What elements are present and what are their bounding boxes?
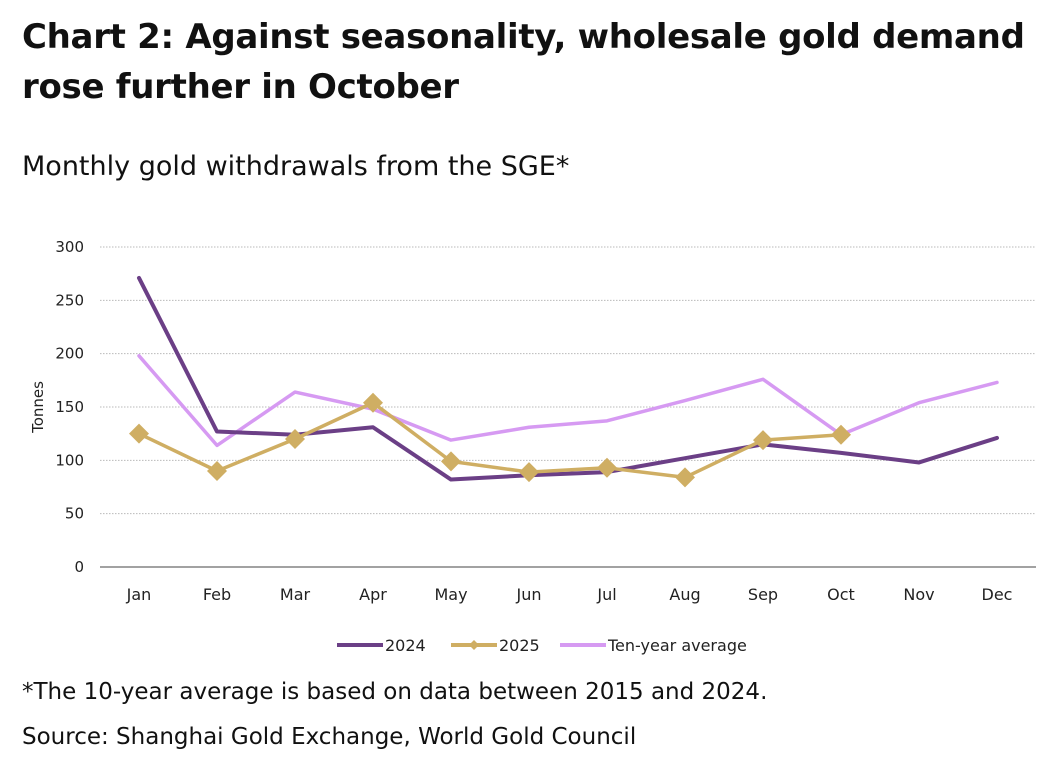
series-ten-year-average — [137, 354, 999, 448]
x-tick-label: May — [434, 585, 467, 604]
series-line — [137, 400, 843, 480]
legend-item: 2025 — [451, 636, 540, 655]
series-line — [137, 275, 999, 482]
data-point-marker — [129, 423, 149, 444]
x-tick-label: Aug — [669, 585, 700, 604]
y-tick-label: 0 — [74, 558, 84, 576]
gridlines — [100, 246, 1036, 515]
x-tick-label: Jan — [126, 585, 152, 604]
legend-label: 2025 — [499, 636, 540, 655]
y-tick-label: 150 — [55, 398, 84, 416]
y-axis: 0 50 100 150 200 250 300 Tonnes — [29, 238, 84, 576]
x-tick-label: Dec — [982, 585, 1013, 604]
x-tick-label: Mar — [280, 585, 311, 604]
data-point-marker — [363, 392, 383, 413]
source-note: Source: Shanghai Gold Exchange, World Go… — [22, 724, 637, 750]
chart-title: Chart 2: Against seasonality, wholesale … — [22, 17, 1025, 107]
y-tick-label: 100 — [55, 451, 84, 469]
data-point-marker — [753, 430, 773, 451]
legend-item: 2024 — [337, 636, 426, 655]
y-axis-title: Tonnes — [29, 381, 47, 434]
x-tick-label: Jul — [596, 585, 616, 604]
series-2025 — [129, 392, 851, 488]
x-tick-label: Nov — [903, 585, 934, 604]
data-point-marker — [597, 457, 617, 478]
y-tick-label: 250 — [55, 291, 84, 309]
data-point-marker — [285, 429, 305, 449]
footnote: *The 10-year average is based on data be… — [22, 679, 768, 705]
data-point-marker — [519, 462, 539, 483]
x-tick-label: Oct — [827, 585, 855, 604]
x-axis: Jan Feb Mar Apr May Jun Jul Aug Sep Oct Nov Dec — [100, 566, 1036, 604]
series-line — [137, 354, 999, 448]
x-tick-label: Jun — [516, 585, 542, 604]
series-2024 — [137, 275, 999, 482]
legend-label: Ten-year average — [607, 636, 747, 655]
x-tick-label: Sep — [748, 585, 778, 604]
series-lines — [129, 275, 999, 488]
chart-subtitle: Monthly gold withdrawals from the SGE* — [22, 151, 570, 182]
data-point-marker — [675, 467, 695, 488]
legend-label: 2024 — [385, 636, 426, 655]
data-point-marker — [831, 424, 851, 445]
y-tick-label: 200 — [55, 345, 84, 363]
y-tick-label: 50 — [65, 505, 84, 523]
y-tick-label: 300 — [55, 238, 84, 256]
x-tick-label: Apr — [359, 585, 387, 604]
legend-marker — [469, 640, 479, 650]
data-point-marker — [207, 461, 227, 481]
legend: 2024 2025 Ten-year average — [337, 636, 747, 655]
data-point-marker — [441, 451, 461, 472]
legend-item: Ten-year average — [560, 636, 747, 655]
line-chart: 0 50 100 150 200 250 300 Tonnes Jan Feb Mar Apr May… — [29, 238, 1036, 655]
x-tick-label: Feb — [203, 585, 231, 604]
